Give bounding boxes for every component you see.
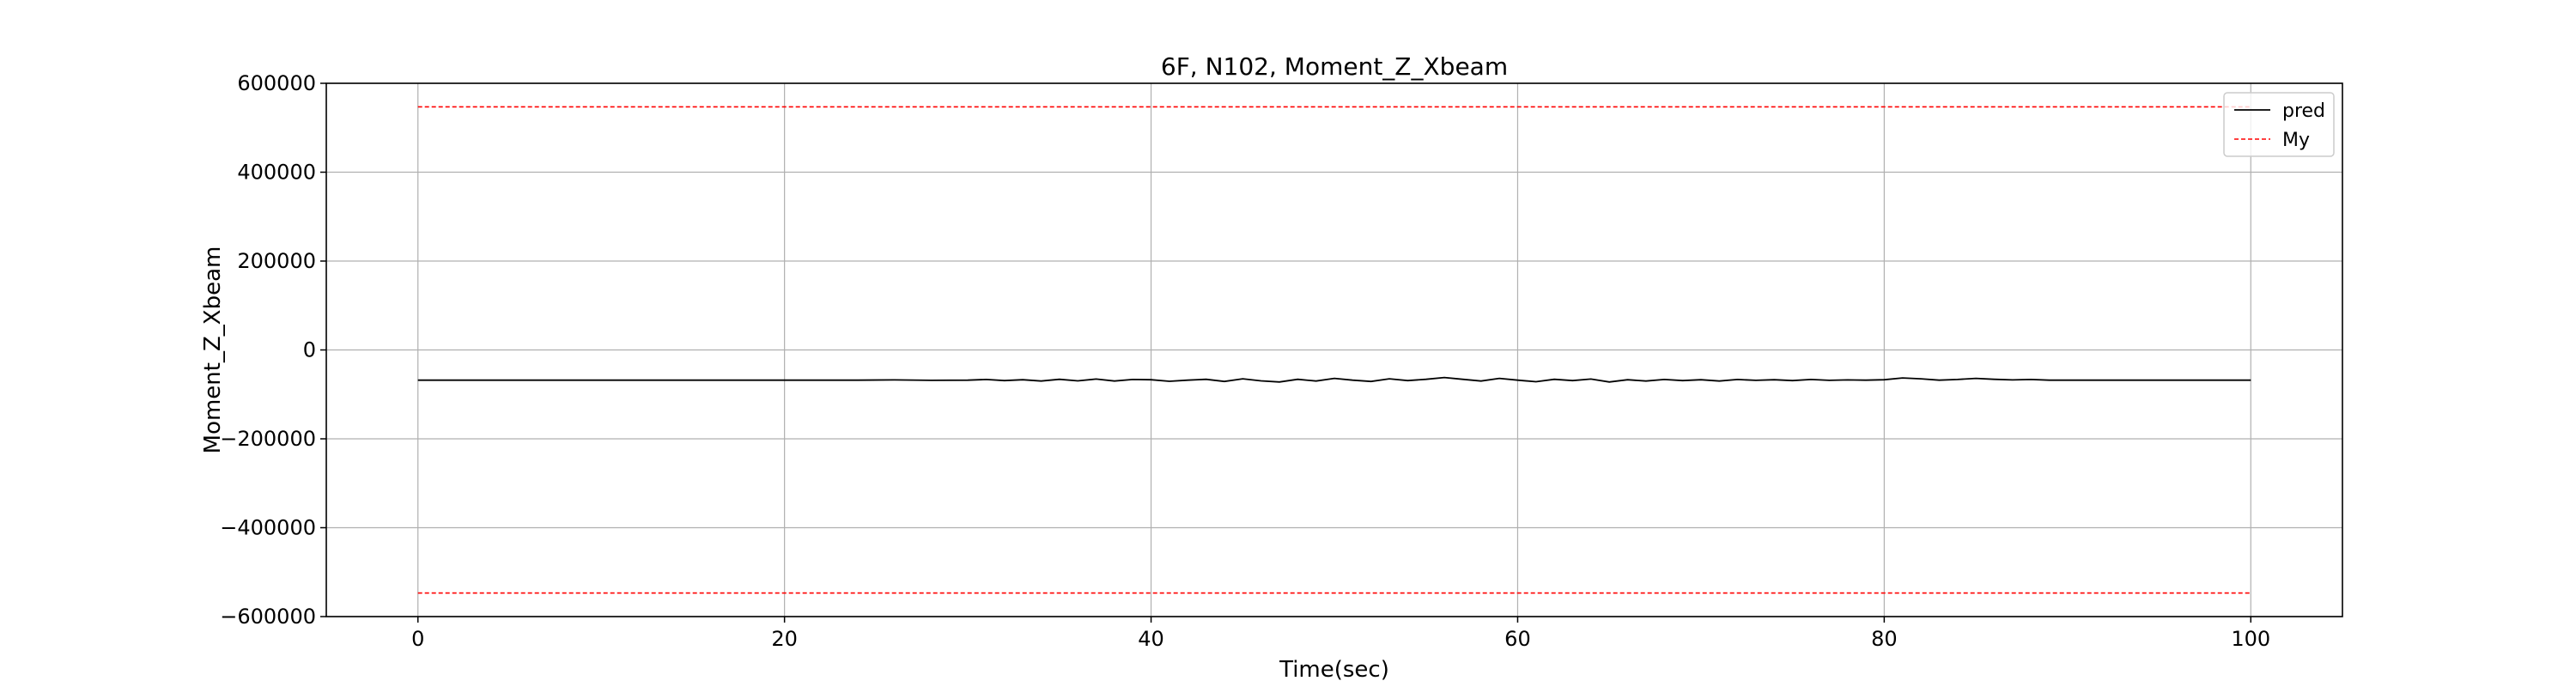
y-tick-label: 200000	[237, 249, 316, 273]
legend: pred My	[2223, 92, 2335, 157]
x-tick-label: 20	[771, 627, 798, 651]
legend-label-my: My	[2282, 130, 2310, 151]
x-axis-title: Time(sec)	[1279, 657, 1389, 683]
x-tick-label: 0	[411, 627, 424, 651]
x-tick-label: 60	[1504, 627, 1531, 651]
x-tick-label: 40	[1138, 627, 1164, 651]
y-tick-label: −600000	[220, 605, 316, 629]
series-line-pred	[417, 376, 2251, 383]
chart-title: 6F, N102, Moment_Z_Xbeam	[1161, 52, 1508, 81]
legend-box	[2223, 92, 2335, 157]
grid-lines	[326, 82, 2342, 617]
series-lines	[417, 106, 2251, 594]
y-axis-ticks: −600000 −400000 −200000 0 200000 400000 600000	[220, 71, 326, 629]
y-axis-title: Moment_Z_Xbeam	[200, 246, 226, 454]
x-tick-label: 100	[2231, 627, 2270, 651]
x-tick-label: 80	[1871, 627, 1898, 651]
y-tick-label: −400000	[220, 516, 316, 540]
legend-label-pred: pred	[2282, 100, 2325, 122]
y-tick-label: −200000	[220, 427, 316, 451]
x-axis-ticks: 0 20 40 60 80 100	[411, 617, 2270, 651]
y-tick-label: 400000	[237, 161, 316, 185]
y-tick-label: 0	[303, 338, 316, 362]
y-tick-label: 600000	[237, 71, 316, 95]
